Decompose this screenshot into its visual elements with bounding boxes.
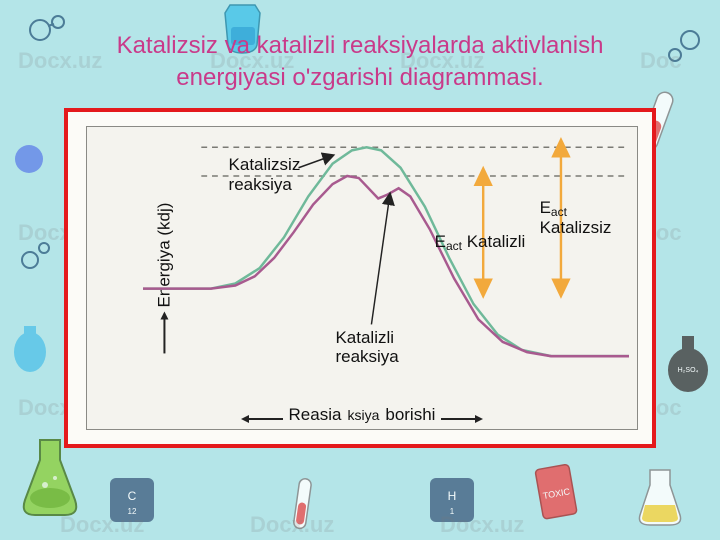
label-katalizli-reaksiya: Katalizli reaksiya [335, 328, 398, 367]
label-eact-katalizli: Eact Katalizli [435, 232, 526, 252]
svg-text:12: 12 [128, 507, 137, 516]
x-axis-left-arrow-icon [243, 418, 283, 420]
x-axis-text-1: Reasia [289, 405, 342, 425]
title-line-1: Katalizsiz va katalizli reaksiyalarda ak… [117, 32, 604, 59]
chart-container: Energiya (kdj) Reasia ksiya borishi [64, 108, 656, 448]
x-axis-label: Reasia ksiya borishi [87, 405, 637, 425]
svg-text:C: C [128, 489, 137, 503]
svg-text:H: H [448, 489, 457, 503]
label-katalizsiz-reaksiya: Katalizsiz reaksiya [229, 155, 301, 194]
x-axis-text-2: ksiya [347, 407, 379, 423]
title-line-2: energiyasi o'zgarishi diagrammasi. [176, 64, 543, 91]
svg-text:H₂SO₄: H₂SO₄ [678, 367, 699, 374]
x-axis-right-arrow-icon [441, 418, 481, 420]
plot-svg-wrap: Katalizsiz reaksiya Katalizli reaksiya E… [143, 135, 629, 391]
page-title: Katalizsiz va katalizli reaksiyalarda ak… [50, 30, 670, 95]
x-axis-text-3: borishi [385, 405, 435, 425]
label-eact-katalizsiz: Eact Katalizsiz [540, 198, 629, 237]
chart-plot-area: Energiya (kdj) Reasia ksiya borishi [86, 126, 638, 430]
svg-text:1: 1 [450, 507, 455, 516]
